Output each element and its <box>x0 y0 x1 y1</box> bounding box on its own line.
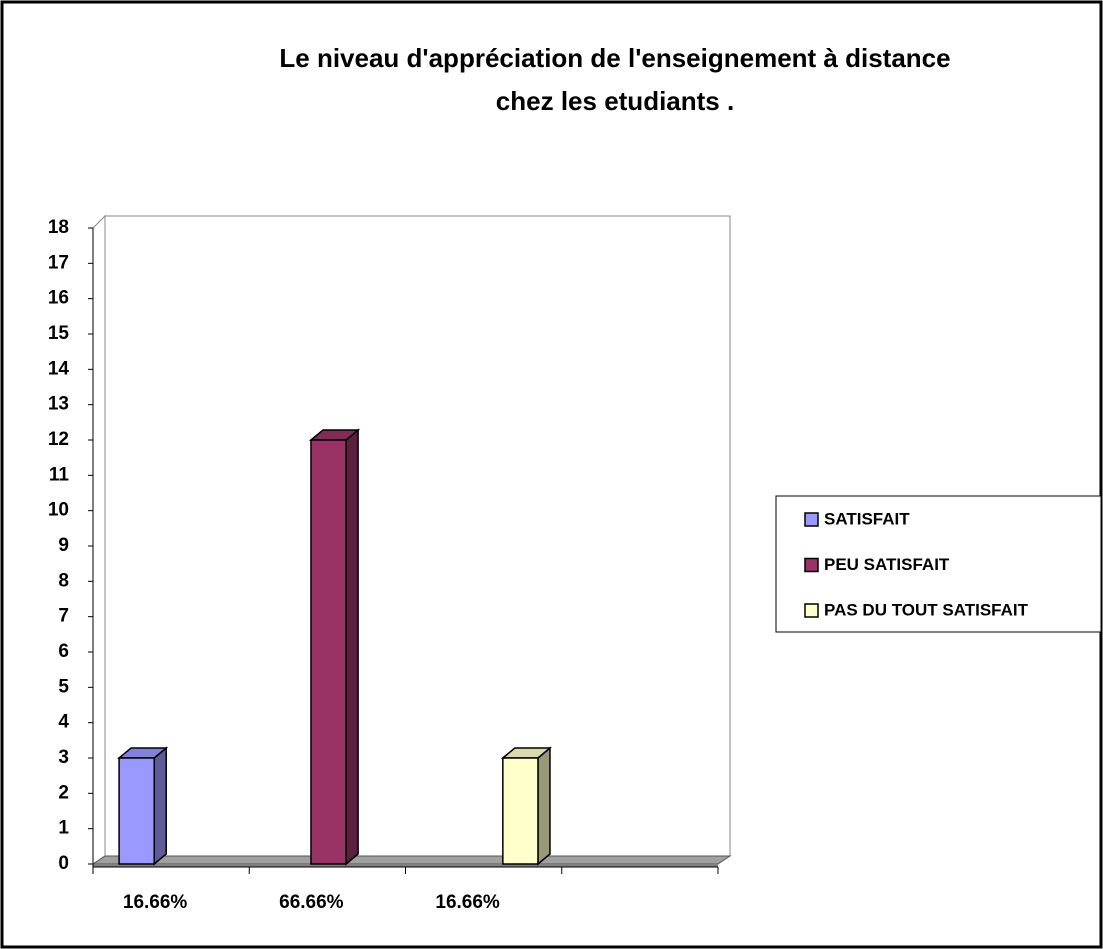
y-tick-label: 0 <box>58 853 69 874</box>
bar <box>310 439 347 865</box>
floor <box>91 855 732 865</box>
x-tick-label: 66.66% <box>279 892 344 913</box>
back-wall <box>104 215 731 857</box>
y-tick-label: 3 <box>58 747 69 768</box>
side-wall <box>92 214 106 865</box>
x-tick-label: 16.66% <box>435 892 500 913</box>
y-tick-label: 9 <box>58 535 69 556</box>
y-tick-label: 17 <box>48 252 69 273</box>
bar <box>118 757 155 865</box>
y-tick-label: 16 <box>48 288 69 309</box>
y-tick-label: 13 <box>48 394 69 415</box>
legend-swatch <box>804 512 819 527</box>
y-tick-label: 2 <box>58 782 69 803</box>
legend-label: SATISFAIT <box>824 509 910 528</box>
y-tick-label: 4 <box>58 712 69 733</box>
bar-side <box>345 428 359 866</box>
y-tick-label: 7 <box>58 606 69 627</box>
y-tick-label: 18 <box>48 217 69 238</box>
legend-swatch <box>804 603 819 618</box>
x-tick-label: 16.66% <box>123 892 188 913</box>
legend-box <box>775 495 1102 633</box>
y-tick-label: 15 <box>48 323 70 344</box>
legend-label: PAS DU TOUT SATISFAIT <box>824 600 1029 619</box>
y-tick-label: 8 <box>58 570 69 591</box>
floor-edge <box>93 864 718 867</box>
y-tick-label: 5 <box>58 676 69 697</box>
chart-title: Le niveau d'appréciation de l'enseigneme… <box>279 43 950 73</box>
legend-swatch <box>804 557 819 573</box>
bar-side <box>153 746 167 866</box>
y-tick-label: 12 <box>48 429 69 450</box>
y-tick-label: 11 <box>49 464 70 485</box>
legend-label: PEU SATISFAIT <box>824 555 950 574</box>
chart-title: chez les etudiants . <box>496 86 734 116</box>
bar-side <box>537 746 551 866</box>
y-tick-label: 14 <box>48 358 70 379</box>
y-tick-label: 1 <box>58 818 69 839</box>
y-tick-label: 6 <box>58 641 69 662</box>
bar <box>502 757 539 865</box>
y-tick-label: 10 <box>48 500 69 521</box>
